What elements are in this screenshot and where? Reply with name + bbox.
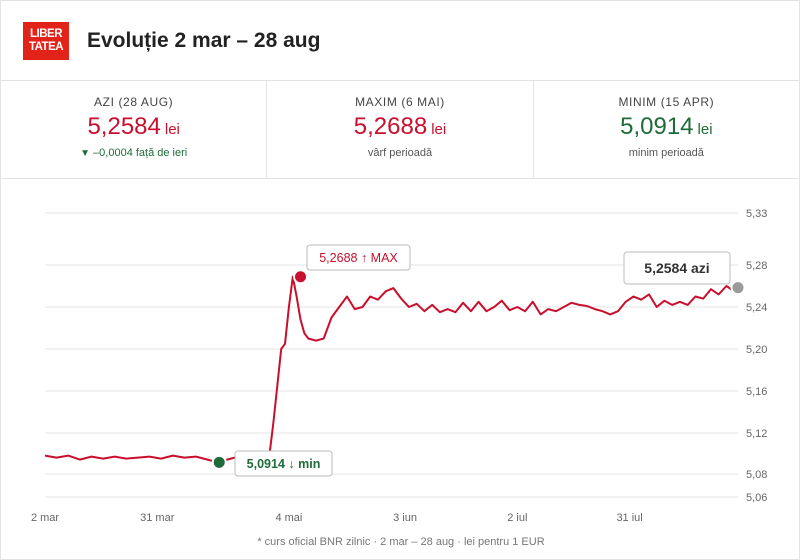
stat-max-value-row: 5,2688 lei (354, 113, 446, 141)
min-label: 5,0914 ↓ min (247, 457, 321, 471)
stat-today-label: AZI (28 AUG) (94, 95, 174, 109)
stat-max-label: MAXIM (6 MAI) (355, 95, 445, 109)
x-tick-label: 2 iul (507, 512, 527, 524)
stat-min-label: MINIM (15 APR) (618, 95, 715, 109)
y-tick-label: 5,16 (746, 386, 767, 398)
x-tick-label: 31 mar (140, 512, 175, 524)
today-label-box (623, 251, 731, 285)
x-tick-label: 2 mar (31, 512, 59, 524)
logo-line-2: TATEA (28, 40, 64, 53)
stat-min-value: 5,0914 (620, 113, 694, 140)
y-tick-label: 5,08 (746, 469, 767, 481)
y-tick-label: 5,20 (746, 344, 767, 356)
stat-min-value-row: 5,0914 lei (620, 113, 712, 141)
x-tick-label: 31 iul (616, 512, 642, 524)
stat-today-unit: lei (164, 121, 180, 138)
footnote: * curs oficial BNR zilnic · 2 mar – 28 a… (257, 536, 545, 548)
max-label: 5,2688 ↑ MAX (319, 251, 398, 265)
min-label-box (234, 450, 333, 477)
min-marker (211, 454, 227, 470)
today-label: 5,2584 azi (644, 260, 709, 276)
stat-max-value: 5,2688 (353, 113, 428, 140)
stat-min-sub: minim perioadă (628, 147, 704, 159)
libertatea-logo[interactable]: LIBER TATEA (23, 21, 69, 60)
max-label-box (306, 244, 411, 271)
stat-today-change: ▼ –0,0004 față de ieri (80, 147, 187, 159)
stat-today-value: 5,2584 (87, 113, 161, 140)
y-tick-label: 5,24 (746, 302, 767, 314)
stat-today-value-row: 5,2584 lei (87, 113, 179, 141)
chart-title: Evoluție 2 mar – 28 aug (87, 28, 321, 52)
max-marker (293, 269, 309, 285)
stat-today: AZI (28 AUG) 5,2584 lei ▼ –0,0004 față de… (1, 81, 266, 178)
stat-min-unit: lei (697, 121, 713, 138)
x-tick-label: 3 iun (393, 512, 417, 524)
stat-today-delta: –0,0004 față de ieri (93, 147, 188, 159)
stat-max-unit: lei (431, 121, 447, 138)
down-triangle-icon: ▼ (80, 148, 90, 159)
y-tick-label: 5,28 (746, 260, 767, 272)
series-line (44, 275, 739, 464)
stat-max: MAXIM (6 MAI) 5,2688 lei vârf perioadă (266, 81, 532, 178)
header: LIBER TATEA Evoluție 2 mar – 28 aug (1, 1, 799, 81)
stats-row: AZI (28 AUG) 5,2584 lei ▼ –0,0004 față de… (1, 81, 799, 179)
today-marker (730, 280, 746, 296)
x-tick-label: 4 mai (275, 512, 302, 524)
line-chart: 5,33 5,28 5,24 5,20 5,16 5,12 5,08 5,06 2 mar 31 … (31, 208, 767, 524)
y-tick-label: 5,33 (746, 208, 767, 220)
stat-min: MINIM (15 APR) 5,0914 lei minim perioadă (532, 81, 799, 178)
stat-max-sub: vârf perioadă (367, 147, 433, 159)
logo-line-1: LIBER (30, 27, 63, 40)
y-tick-label: 5,06 (746, 492, 767, 504)
y-tick-label: 5,12 (746, 428, 767, 440)
